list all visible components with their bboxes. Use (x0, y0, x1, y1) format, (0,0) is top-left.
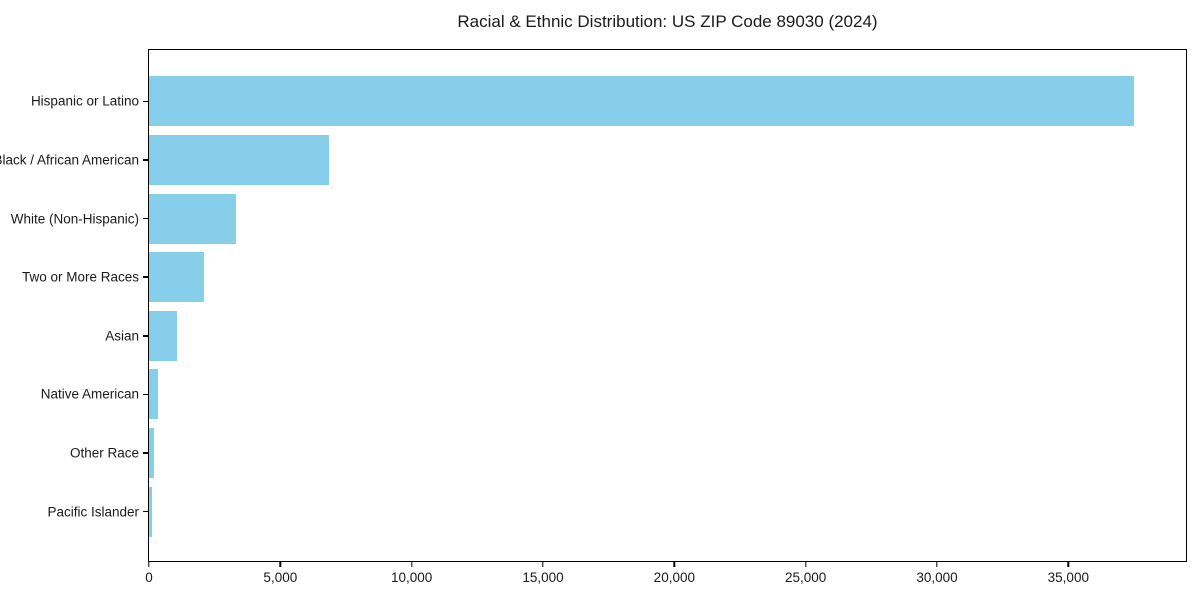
x-tick-mark (148, 562, 150, 567)
x-tick-label: 15,000 (522, 570, 564, 585)
x-tick-mark (410, 562, 413, 567)
x-tick-mark (1067, 562, 1070, 567)
y-tick-mark (143, 276, 148, 278)
y-tick-mark (143, 393, 148, 396)
bar (149, 193, 236, 244)
bar (149, 486, 152, 537)
bar (149, 369, 159, 420)
x-tick-mark (673, 562, 676, 567)
x-tick-mark (804, 562, 807, 567)
x-tick-label: 30,000 (916, 570, 958, 585)
y-axis-label: Other Race (69, 445, 139, 461)
bar (149, 134, 329, 185)
y-tick-mark (143, 335, 148, 337)
x-tick-label: 20,000 (653, 570, 695, 585)
y-tick-mark (143, 100, 148, 102)
y-tick-mark (143, 510, 148, 513)
bar (149, 252, 205, 303)
x-tick-mark (279, 562, 282, 567)
y-axis-label: Pacific Islander (47, 504, 139, 520)
y-axis-label: Two or More Races (21, 269, 139, 285)
y-axis-label: Asian (105, 328, 139, 344)
y-tick-mark (143, 159, 148, 161)
y-axis-label: White (Non-Hispanic) (10, 211, 139, 227)
chart-title: Racial & Ethnic Distribution: US ZIP Cod… (457, 12, 878, 31)
y-tick-mark (143, 452, 148, 454)
x-tick-mark (936, 562, 938, 567)
y-axis-label: Native American (40, 386, 139, 402)
x-tick-label: 10,000 (391, 570, 433, 585)
bars-layer: Hispanic or Latino Black / African Americ… (0, 50, 1186, 561)
x-tick-label: 5,000 (263, 570, 298, 585)
bar (149, 76, 1134, 127)
x-tick-mark (542, 562, 544, 567)
y-tick-mark (143, 217, 148, 220)
x-tick-label: 35,000 (1047, 570, 1089, 585)
x-tick-label: 25,000 (785, 570, 827, 585)
bar (149, 428, 155, 479)
y-axis-label: Hispanic or Latino (30, 93, 139, 109)
plot-area: Hispanic or Latino Black / African Americ… (0, 49, 1187, 585)
y-axis-label: Black / African American (0, 152, 139, 168)
bar (149, 310, 177, 361)
x-axis: 0 5,000 10,000 15,000 20,000 25,000 30,000 35,0… (145, 50, 1186, 585)
x-tick-label: 0 (145, 570, 153, 585)
